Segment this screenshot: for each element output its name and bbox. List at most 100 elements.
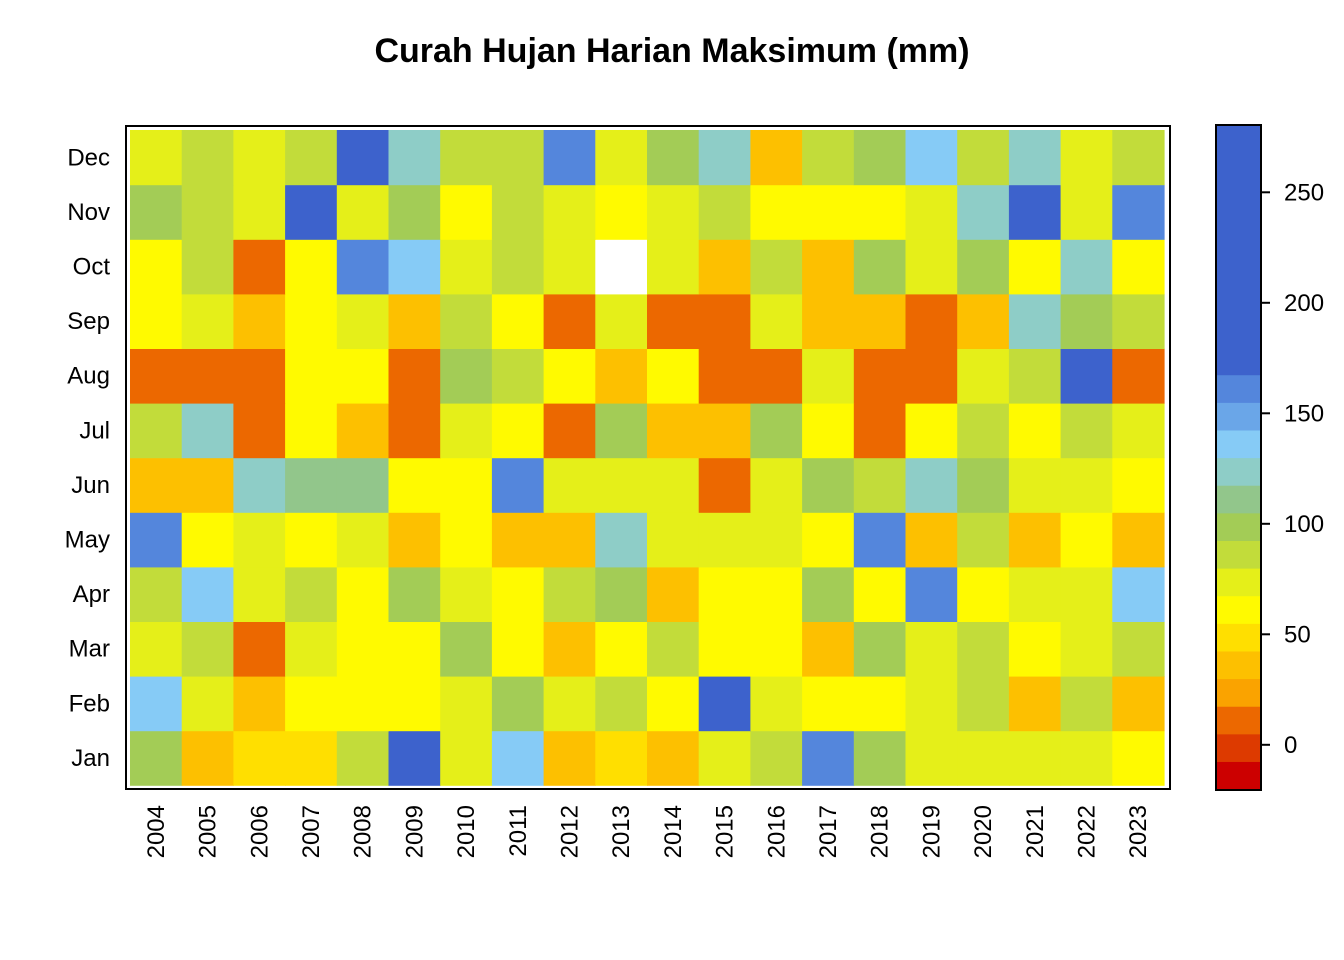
heatmap-cell-aug-2021 — [1008, 348, 1062, 404]
x-tick-label-2014: 2014 — [660, 805, 687, 858]
heatmap-cell-feb-2023 — [1112, 676, 1165, 732]
heatmap-cell-feb-2005 — [181, 676, 234, 732]
heatmap-cell-aug-2016 — [750, 348, 803, 404]
x-tick-label-2020: 2020 — [970, 805, 997, 858]
heatmap-cell-apr-2022 — [1060, 566, 1113, 622]
colorbar-swatch-7 — [1217, 568, 1260, 597]
heatmap-cell-jul-2017 — [802, 403, 855, 459]
heatmap-cell-jan-2019 — [905, 730, 958, 786]
heatmap-cell-nov-2005 — [181, 184, 234, 240]
heatmap-cell-dec-2015 — [698, 130, 751, 186]
heatmap-cell-may-2005 — [181, 512, 234, 568]
heatmap-cell-nov-2019 — [905, 184, 958, 240]
heatmap-cell-dec-2014 — [647, 130, 700, 186]
heatmap-cell-jun-2008 — [336, 457, 390, 513]
heatmap-cell-jul-2007 — [285, 403, 338, 459]
heatmap-cell-jan-2021 — [1008, 730, 1062, 786]
heatmap-cell-oct-2008 — [336, 239, 390, 295]
heatmap-cell-jun-2011 — [491, 457, 545, 513]
heatmap-cell-may-2015 — [698, 512, 751, 568]
heatmap-cell-jul-2022 — [1060, 403, 1113, 459]
heatmap-cell-jul-2004 — [130, 403, 183, 459]
heatmap-cell-may-2007 — [285, 512, 338, 568]
heatmap-cell-dec-2004 — [130, 130, 183, 186]
heatmap-cell-jul-2015 — [698, 403, 751, 459]
heatmap-cell-sep-2013 — [595, 293, 648, 349]
heatmap-cell-sep-2007 — [285, 293, 338, 349]
heatmap-cell-jul-2016 — [750, 403, 803, 459]
heatmap-cell-mar-2018 — [853, 621, 907, 677]
x-tick-label-2009: 2009 — [401, 805, 428, 858]
heatmap-cell-oct-2020 — [957, 239, 1010, 295]
heatmap-cell-jan-2009 — [388, 730, 441, 786]
heatmap-cell-sep-2016 — [750, 293, 803, 349]
heatmap-cell-sep-2017 — [802, 293, 855, 349]
heatmap-cell-apr-2005 — [181, 566, 234, 622]
heatmap-cell-jan-2013 — [595, 730, 648, 786]
heatmap-cell-jun-2022 — [1060, 457, 1113, 513]
heatmap-cell-jan-2018 — [853, 730, 907, 786]
y-tick-label-dec: Dec — [67, 144, 110, 171]
heatmap-cell-mar-2011 — [491, 621, 545, 677]
heatmap-cell-aug-2005 — [181, 348, 234, 404]
heatmap-cell-nov-2009 — [388, 184, 441, 240]
heatmap-cell-nov-2013 — [595, 184, 648, 240]
heatmap-cell-mar-2021 — [1008, 621, 1062, 677]
colorbar-tick-label-0: 0 — [1284, 732, 1297, 759]
x-tick-label-2011: 2011 — [505, 805, 532, 857]
heatmap-cell-jul-2019 — [905, 403, 958, 459]
heatmap-cell-aug-2014 — [647, 348, 700, 404]
x-tick-label-2010: 2010 — [453, 805, 480, 858]
heatmap-cell-sep-2004 — [130, 293, 183, 349]
plot-frame — [125, 125, 1171, 790]
heatmap-cell-aug-2015 — [698, 348, 751, 404]
heatmap-cell-oct-2015 — [698, 239, 751, 295]
heatmap-cell-mar-2013 — [595, 621, 648, 677]
heatmap-cell-nov-2007 — [285, 184, 338, 240]
heatmap-cell-jan-2012 — [543, 730, 596, 786]
heatmap-cell-sep-2020 — [957, 293, 1010, 349]
colorbar-swatch-11 — [1217, 457, 1260, 486]
heatmap-cell-sep-2018 — [853, 293, 907, 349]
heatmap-cell-jan-2020 — [957, 730, 1010, 786]
heatmap-cell-mar-2006 — [233, 621, 286, 677]
heatmap-cell-mar-2022 — [1060, 621, 1113, 677]
heatmap-cell-aug-2007 — [285, 348, 338, 404]
heatmap-cell-may-2020 — [957, 512, 1010, 568]
heatmap-cell-jun-2014 — [647, 457, 700, 513]
heatmap-cell-oct-2023 — [1112, 239, 1165, 295]
colorbar-tick-label-100: 100 — [1284, 511, 1324, 538]
heatmap-cell-mar-2016 — [750, 621, 803, 677]
heatmap-cell-apr-2017 — [802, 566, 855, 622]
heatmap-cell-mar-2015 — [698, 621, 751, 677]
heatmap-cell-dec-2020 — [957, 130, 1010, 186]
heatmap-cell-jun-2015 — [698, 457, 751, 513]
heatmap-cell-oct-2007 — [285, 239, 338, 295]
heatmap-cell-jun-2006 — [233, 457, 286, 513]
heatmap-cell-dec-2023 — [1112, 130, 1165, 186]
heatmap-cell-sep-2023 — [1112, 293, 1165, 349]
colorbar — [1217, 126, 1260, 790]
heatmap-cell-dec-2017 — [802, 130, 855, 186]
heatmap-cell-nov-2015 — [698, 184, 751, 240]
heatmap-cell-feb-2022 — [1060, 676, 1113, 732]
heatmap-cell-sep-2019 — [905, 293, 958, 349]
heatmap-cell-apr-2006 — [233, 566, 286, 622]
heatmap-cell-feb-2011 — [491, 676, 545, 732]
heatmap-cell-feb-2018 — [853, 676, 907, 732]
y-tick-label-apr: Apr — [73, 581, 110, 608]
heatmap-cell-aug-2017 — [802, 348, 855, 404]
heatmap-cell-jan-2011 — [491, 730, 545, 786]
heatmap-cell-oct-2012 — [543, 239, 596, 295]
heatmap-cell-feb-2020 — [957, 676, 1010, 732]
heatmap-cell-aug-2020 — [957, 348, 1010, 404]
heatmap-cell-dec-2005 — [181, 130, 234, 186]
heatmap-cell-sep-2010 — [440, 293, 493, 349]
y-tick-label-mar: Mar — [69, 636, 110, 663]
colorbar-swatch-9 — [1217, 512, 1260, 541]
heatmap-cell-feb-2012 — [543, 676, 596, 732]
heatmap-cell-feb-2019 — [905, 676, 958, 732]
heatmap-cell-feb-2006 — [233, 676, 286, 732]
heatmap-cell-oct-2021 — [1008, 239, 1062, 295]
heatmap-cell-oct-2006 — [233, 239, 286, 295]
